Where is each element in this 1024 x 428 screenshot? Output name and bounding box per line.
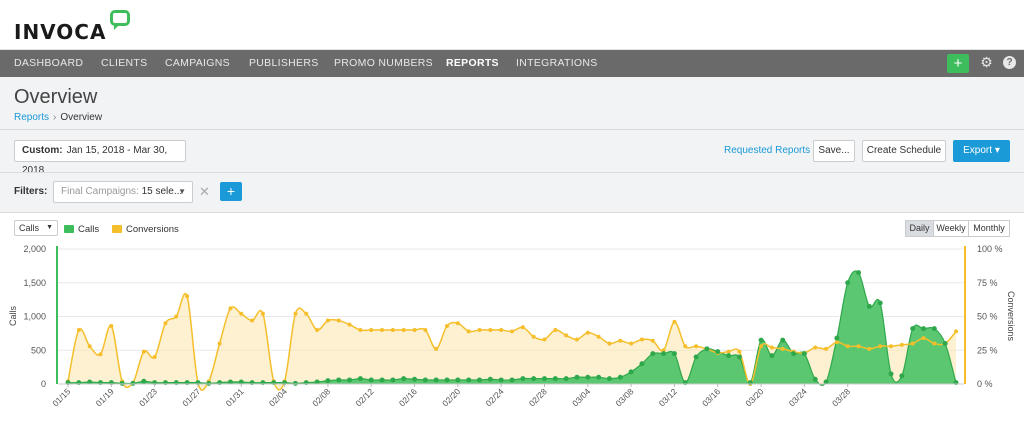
page-title: Overview: [14, 86, 98, 108]
nav-promo-numbers[interactable]: PROMO NUMBERS: [334, 57, 433, 69]
breadcrumb-reports-link[interactable]: Reports: [14, 112, 50, 123]
breadcrumb-current: Overview: [60, 112, 103, 123]
calls-swatch: [64, 225, 74, 233]
invoca-logo[interactable]: INVOCA: [14, 20, 107, 44]
filter-field-value: 15 sele...: [141, 186, 183, 197]
legend-conversions-label: Conversions: [126, 224, 179, 235]
nav-publishers[interactable]: PUBLISHERS: [249, 57, 319, 69]
breadcrumb: Reports › Overview: [14, 112, 102, 123]
date-range-prefix: Custom:: [22, 145, 63, 156]
requested-reports-link[interactable]: Requested Reports: [724, 145, 811, 156]
campaign-filter-select[interactable]: Final Campaigns: 15 sele... ▼: [53, 181, 193, 203]
legend-calls-label: Calls: [78, 224, 100, 235]
top-bar: INVOCA: [0, 0, 1024, 50]
add-button[interactable]: +: [947, 54, 969, 73]
metric-select-value: Calls: [19, 223, 40, 233]
filter-field-name: Final Campaigns:: [61, 186, 139, 197]
create-schedule-button[interactable]: Create Schedule: [862, 140, 946, 162]
export-button[interactable]: Export ▾: [953, 140, 1010, 162]
date-range-value: Jan 15, 2018 - Mar 30, 2018: [22, 145, 168, 176]
nav-reports[interactable]: REPORTS: [446, 57, 499, 69]
filters-label: Filters:: [14, 186, 48, 197]
breadcrumb-separator: ›: [53, 112, 57, 123]
conversions-swatch: [112, 225, 122, 233]
save-button[interactable]: Save...: [813, 140, 855, 162]
main-nav: DASHBOARD CLIENTS CAMPAIGNS PUBLISHERS P…: [0, 50, 1024, 77]
nav-clients[interactable]: CLIENTS: [101, 57, 148, 69]
granularity-daily[interactable]: Daily: [905, 220, 934, 237]
granularity-monthly[interactable]: Monthly: [968, 220, 1010, 237]
divider: [0, 172, 1024, 173]
clear-filter-icon[interactable]: ✕: [199, 184, 210, 199]
legend-calls[interactable]: Calls: [64, 224, 99, 235]
legend-conversions[interactable]: Conversions: [112, 224, 179, 235]
nav-campaigns[interactable]: CAMPAIGNS: [165, 57, 230, 69]
logo-bubble-icon: [110, 10, 130, 30]
metric-select[interactable]: Calls ▼: [14, 220, 58, 236]
date-range-picker[interactable]: Custom: Jan 15, 2018 - Mar 30, 2018: [14, 140, 186, 176]
granularity-weekly[interactable]: Weekly: [933, 220, 969, 237]
help-icon[interactable]: ?: [1003, 56, 1016, 69]
add-filter-button[interactable]: +: [220, 182, 242, 201]
nav-integrations[interactable]: INTEGRATIONS: [516, 57, 598, 69]
chevron-down-icon: ▼: [178, 187, 186, 196]
chevron-down-icon: ▼: [46, 224, 53, 231]
chart-panel: [0, 212, 1024, 428]
nav-dashboard[interactable]: DASHBOARD: [14, 57, 84, 69]
gear-icon[interactable]: ⚙: [980, 54, 993, 70]
divider: [0, 129, 1024, 130]
